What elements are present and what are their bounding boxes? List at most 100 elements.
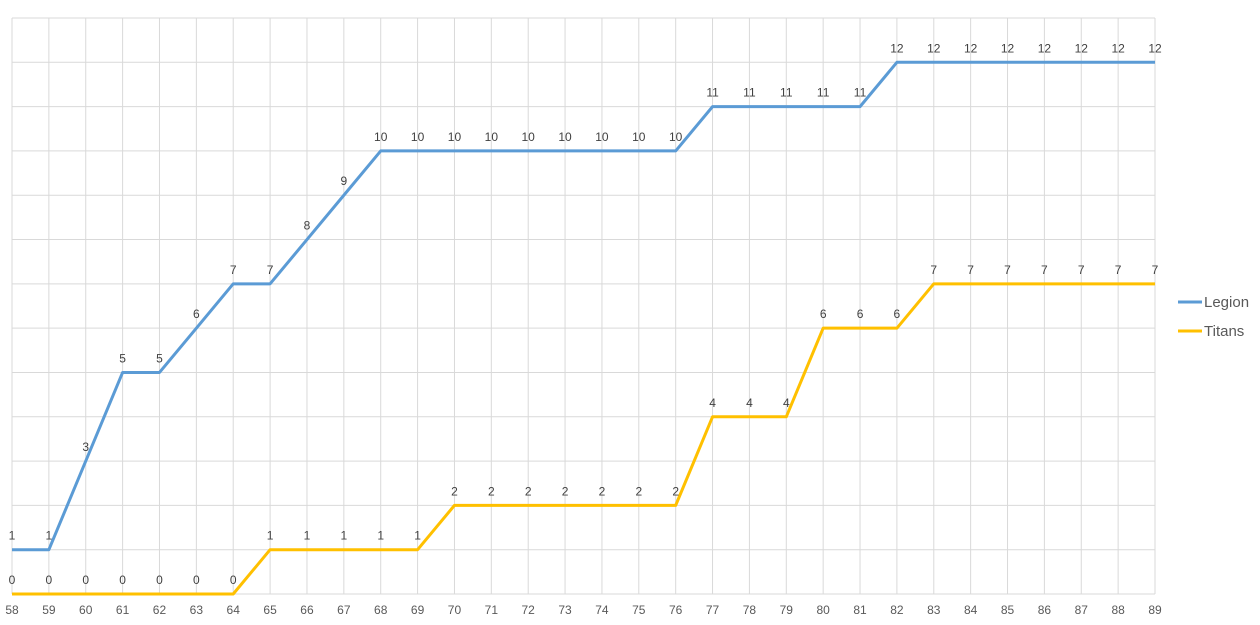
data-label-legion: 9 — [340, 174, 347, 188]
data-label-legion: 11 — [706, 86, 719, 100]
data-label-titans: 4 — [746, 396, 753, 410]
data-label-titans: 0 — [46, 573, 53, 587]
data-label-titans: 1 — [267, 529, 274, 543]
x-tick-label: 85 — [1001, 603, 1015, 617]
data-label-legion: 5 — [156, 351, 163, 365]
data-label-legion: 6 — [193, 307, 200, 321]
x-axis-tick-labels: 58 59 60 61 62 63 64 65 66 67 68 69 70 71 72 73 74 75 76 77… — [5, 603, 1162, 617]
data-label-titans: 2 — [672, 484, 679, 498]
x-tick-label: 83 — [927, 603, 941, 617]
x-tick-label: 59 — [42, 603, 56, 617]
x-tick-label: 67 — [337, 603, 351, 617]
data-label-legion: 7 — [230, 263, 237, 277]
data-label-titans: 7 — [1152, 263, 1159, 277]
x-tick-label: 75 — [632, 603, 646, 617]
x-tick-label: 80 — [816, 603, 830, 617]
x-tick-label: 69 — [411, 603, 425, 617]
data-label-titans: 2 — [451, 484, 458, 498]
legend-label-legion: Legion — [1204, 294, 1249, 311]
x-tick-label: 73 — [558, 603, 572, 617]
data-label-legion: 10 — [448, 130, 462, 144]
x-tick-label: 62 — [153, 603, 167, 617]
data-label-titans: 6 — [820, 307, 827, 321]
data-label-titans: 6 — [894, 307, 901, 321]
x-tick-label: 77 — [706, 603, 720, 617]
legend: Legion Titans — [1178, 294, 1249, 340]
chart-grid — [11, 17, 1156, 595]
x-tick-label: 87 — [1075, 603, 1089, 617]
x-tick-label: 61 — [116, 603, 130, 617]
series-line-titans — [12, 282, 1155, 596]
data-label-titans: 2 — [525, 484, 532, 498]
data-label-legion: 10 — [632, 130, 646, 144]
data-label-titans: 7 — [1115, 263, 1122, 277]
x-tick-label: 86 — [1038, 603, 1052, 617]
data-label-legion: 1 — [46, 529, 53, 543]
data-label-titans: 0 — [230, 573, 237, 587]
data-label-legion: 10 — [374, 130, 388, 144]
x-tick-label: 66 — [300, 603, 314, 617]
data-label-legion: 7 — [267, 263, 274, 277]
data-label-titans: 1 — [340, 529, 347, 543]
data-label-legion: 10 — [485, 130, 499, 144]
x-tick-label: 74 — [595, 603, 609, 617]
data-label-legion: 12 — [1038, 41, 1052, 55]
data-label-titans: 1 — [377, 529, 384, 543]
x-tick-label: 63 — [190, 603, 204, 617]
data-label-titans: 2 — [635, 484, 642, 498]
data-label-legion: 10 — [411, 130, 425, 144]
data-label-legion: 8 — [304, 219, 311, 233]
data-label-titans: 4 — [709, 396, 716, 410]
data-label-titans: 0 — [119, 573, 126, 587]
data-label-titans: 2 — [488, 484, 495, 498]
data-label-legion: 12 — [890, 41, 904, 55]
data-label-legion: 10 — [558, 130, 572, 144]
data-label-legion: 3 — [82, 440, 89, 454]
data-label-legion: 12 — [927, 41, 941, 55]
data-label-legion: 10 — [669, 130, 683, 144]
x-tick-label: 72 — [522, 603, 536, 617]
series-line-legion — [12, 60, 1155, 552]
data-label-titans: 4 — [783, 396, 790, 410]
data-label-legion: 1 — [9, 529, 16, 543]
data-label-legion: 11 — [780, 86, 793, 100]
data-label-titans: 1 — [414, 529, 421, 543]
data-label-legion: 12 — [1148, 41, 1162, 55]
data-label-titans: 2 — [599, 484, 606, 498]
data-label-titans: 0 — [9, 573, 16, 587]
data-label-legion: 5 — [119, 351, 126, 365]
series-lines — [11, 60, 1156, 596]
x-tick-label: 76 — [669, 603, 683, 617]
data-label-titans: 6 — [857, 307, 864, 321]
x-tick-label: 88 — [1111, 603, 1125, 617]
data-label-legion: 11 — [743, 86, 756, 100]
x-tick-label: 60 — [79, 603, 93, 617]
data-label-legion: 11 — [817, 86, 830, 100]
data-label-legion: 12 — [1111, 41, 1125, 55]
legend-label-titans: Titans — [1204, 323, 1244, 340]
x-tick-label: 68 — [374, 603, 388, 617]
data-label-titans: 7 — [1078, 263, 1085, 277]
x-tick-label: 71 — [485, 603, 499, 617]
x-tick-label: 78 — [743, 603, 757, 617]
x-tick-label: 64 — [227, 603, 241, 617]
data-label-legion: 10 — [595, 130, 609, 144]
data-label-titans: 0 — [82, 573, 89, 587]
data-label-legion: 12 — [1001, 41, 1015, 55]
data-label-legion: 10 — [522, 130, 536, 144]
data-label-legion: 12 — [964, 41, 978, 55]
data-label-titans: 7 — [930, 263, 937, 277]
x-tick-label: 70 — [448, 603, 462, 617]
data-label-titans: 7 — [1041, 263, 1048, 277]
x-tick-label: 58 — [5, 603, 19, 617]
data-label-titans: 0 — [156, 573, 163, 587]
x-tick-label: 81 — [853, 603, 867, 617]
data-label-titans: 2 — [562, 484, 569, 498]
data-label-titans: 0 — [193, 573, 200, 587]
x-tick-label: 82 — [890, 603, 904, 617]
data-label-titans: 7 — [1004, 263, 1011, 277]
data-label-legion: 12 — [1075, 41, 1089, 55]
x-tick-label: 65 — [263, 603, 277, 617]
